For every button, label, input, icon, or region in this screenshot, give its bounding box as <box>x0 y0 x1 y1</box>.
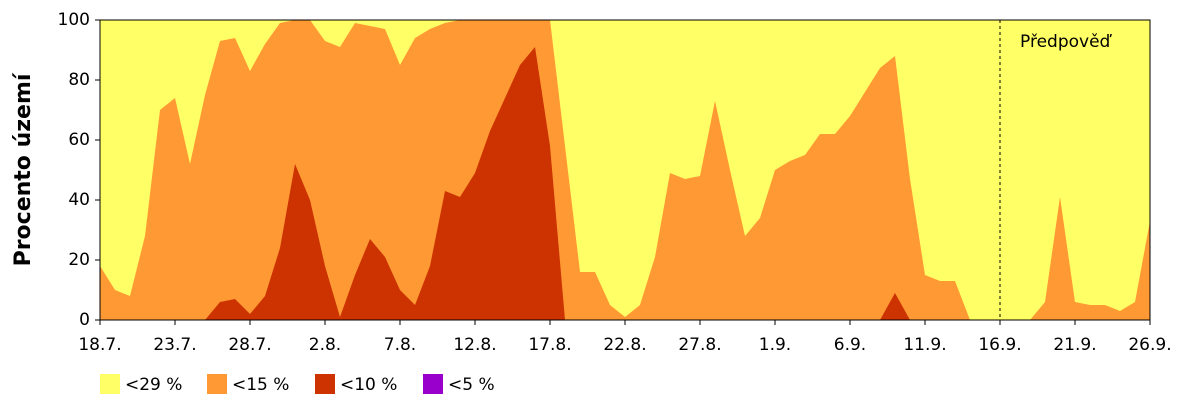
y-tick-label: 0 <box>79 310 90 330</box>
x-tick-label: 11.9. <box>903 335 946 355</box>
legend-label: <29 % <box>125 375 182 395</box>
y-tick-label: 100 <box>58 10 90 30</box>
area <box>100 20 1150 320</box>
x-tick-label: 23.7. <box>153 335 196 355</box>
legend-label: <10 % <box>340 375 397 395</box>
y-tick-label: 80 <box>68 70 90 90</box>
x-tick-label: 6.9. <box>834 335 866 355</box>
legend-item: <29 % <box>100 374 182 395</box>
legend-swatch <box>423 374 443 394</box>
x-tick-label: 26.9. <box>1128 335 1171 355</box>
x-tick-label: 7.8. <box>384 335 416 355</box>
legend-label: <15 % <box>232 375 289 395</box>
x-tick-label: 27.8. <box>678 335 721 355</box>
x-tick-label: 17.8. <box>528 335 571 355</box>
y-tick-label: 40 <box>68 190 90 210</box>
x-tick-label: 21.9. <box>1053 335 1096 355</box>
legend-item: <10 % <box>315 374 397 395</box>
legend-swatch <box>207 374 227 394</box>
y-axis-label: Procento území <box>11 72 36 266</box>
legend-item: <15 % <box>207 374 289 395</box>
y-tick-label: 20 <box>68 250 90 270</box>
x-tick-label: 22.8. <box>603 335 646 355</box>
x-tick-label: 12.8. <box>453 335 496 355</box>
x-tick-label: 28.7. <box>228 335 271 355</box>
x-tick-label: 16.9. <box>978 335 1021 355</box>
legend-swatch <box>100 374 120 394</box>
x-tick-label: 2.8. <box>309 335 341 355</box>
x-tick-label: 1.9. <box>759 335 791 355</box>
forecast-label: Předpověď <box>1020 32 1113 52</box>
x-tick-label: 18.7. <box>78 335 121 355</box>
legend-label: <5 % <box>448 375 495 395</box>
legend-swatch <box>315 374 335 394</box>
legend-item: <5 % <box>423 374 495 395</box>
y-tick-label: 60 <box>68 130 90 150</box>
